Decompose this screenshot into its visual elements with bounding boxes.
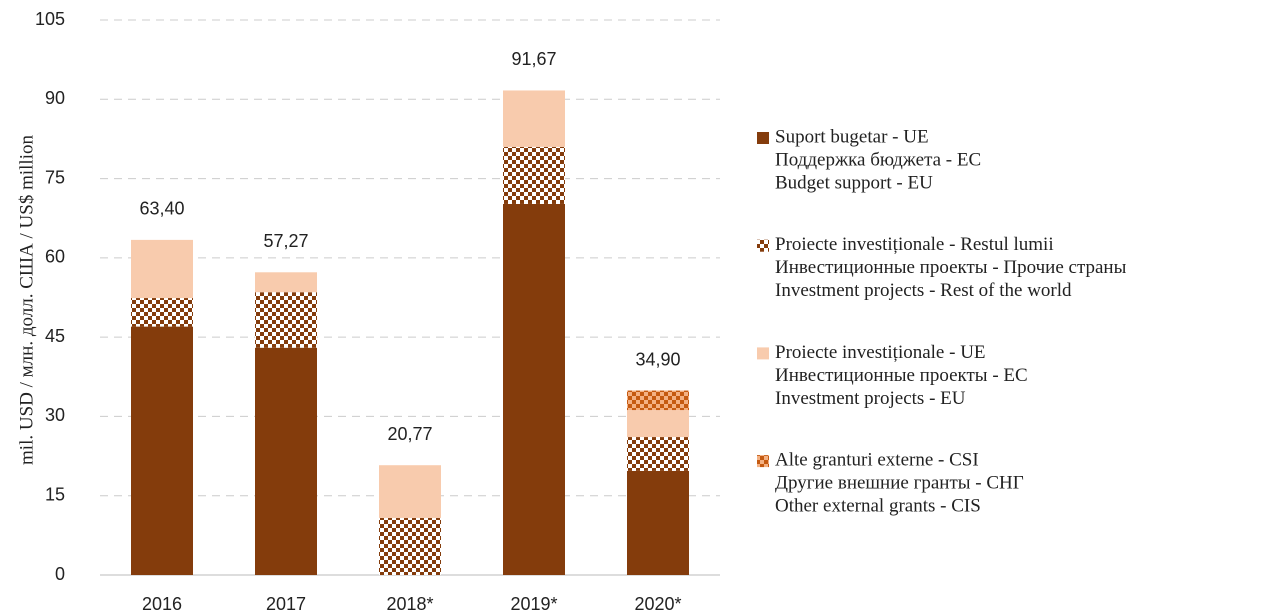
- bar-segment: [379, 465, 441, 518]
- bar-segment: [255, 347, 317, 575]
- x-tick-label: 2020*: [634, 594, 681, 614]
- y-tick-label: 90: [45, 88, 65, 108]
- bar-segment: [503, 203, 565, 575]
- legend-label: Proiecte investiționale - Restul lumii: [775, 234, 1054, 255]
- y-axis-label: mil. USD / млн. долл. США / US$ million: [16, 135, 37, 465]
- y-tick-label: 15: [45, 484, 65, 504]
- bar-segment: [503, 90, 565, 147]
- x-tick-label: 2018*: [386, 594, 433, 614]
- legend-label: Alte granturi externe - CSI: [775, 449, 979, 470]
- legend-swatch: [757, 239, 769, 252]
- legend-label: Инвестиционные проекты - Прочие страны: [775, 257, 1127, 278]
- total-label: 57,27: [263, 231, 308, 251]
- legend-label: Другие внешние гранты - СНГ: [775, 472, 1024, 493]
- total-label: 34,90: [635, 349, 680, 369]
- legend-label: Other external grants - CIS: [775, 495, 981, 516]
- y-tick-label: 30: [45, 405, 65, 425]
- total-label: 63,40: [139, 199, 184, 219]
- bar-segment: [503, 146, 565, 204]
- bar-segment: [131, 239, 193, 299]
- bar-segment: [627, 437, 689, 471]
- legend-label: Suport bugetar - UE: [775, 126, 929, 147]
- legend-label: Инвестиционные проекты - ЕС: [775, 365, 1028, 386]
- bar-segment: [627, 470, 689, 575]
- x-tick-label: 2016: [142, 594, 182, 614]
- legend-swatch: [757, 132, 769, 144]
- legend-swatch: [757, 455, 769, 468]
- legend-label: Budget support - EU: [775, 172, 933, 193]
- legend-label: Investment projects - Rest of the world: [775, 280, 1072, 301]
- y-tick-label: 0: [55, 564, 65, 584]
- bar-segment: [131, 326, 193, 575]
- legend-label: Proiecte investiționale - UE: [775, 342, 986, 363]
- legend-label: Поддержка бюджета - ЕС: [775, 149, 981, 170]
- x-tick-label: 2017: [266, 594, 306, 614]
- y-tick-label: 75: [45, 167, 65, 187]
- y-tick-label: 105: [35, 9, 65, 29]
- total-label: 91,67: [511, 49, 556, 69]
- y-tick-label: 60: [45, 247, 65, 267]
- x-tick-label: 2019*: [510, 594, 557, 614]
- y-tick-label: 45: [45, 326, 65, 346]
- bar-segment: [379, 517, 441, 575]
- bar-segment: [255, 272, 317, 293]
- legend-label: Investment projects - EU: [775, 388, 966, 409]
- bar-segment: [255, 292, 317, 348]
- bar-segment: [131, 298, 193, 327]
- bar-segment: [627, 390, 689, 411]
- bar-segment: [627, 410, 689, 438]
- legend-swatch: [757, 347, 769, 360]
- total-label: 20,77: [387, 424, 432, 444]
